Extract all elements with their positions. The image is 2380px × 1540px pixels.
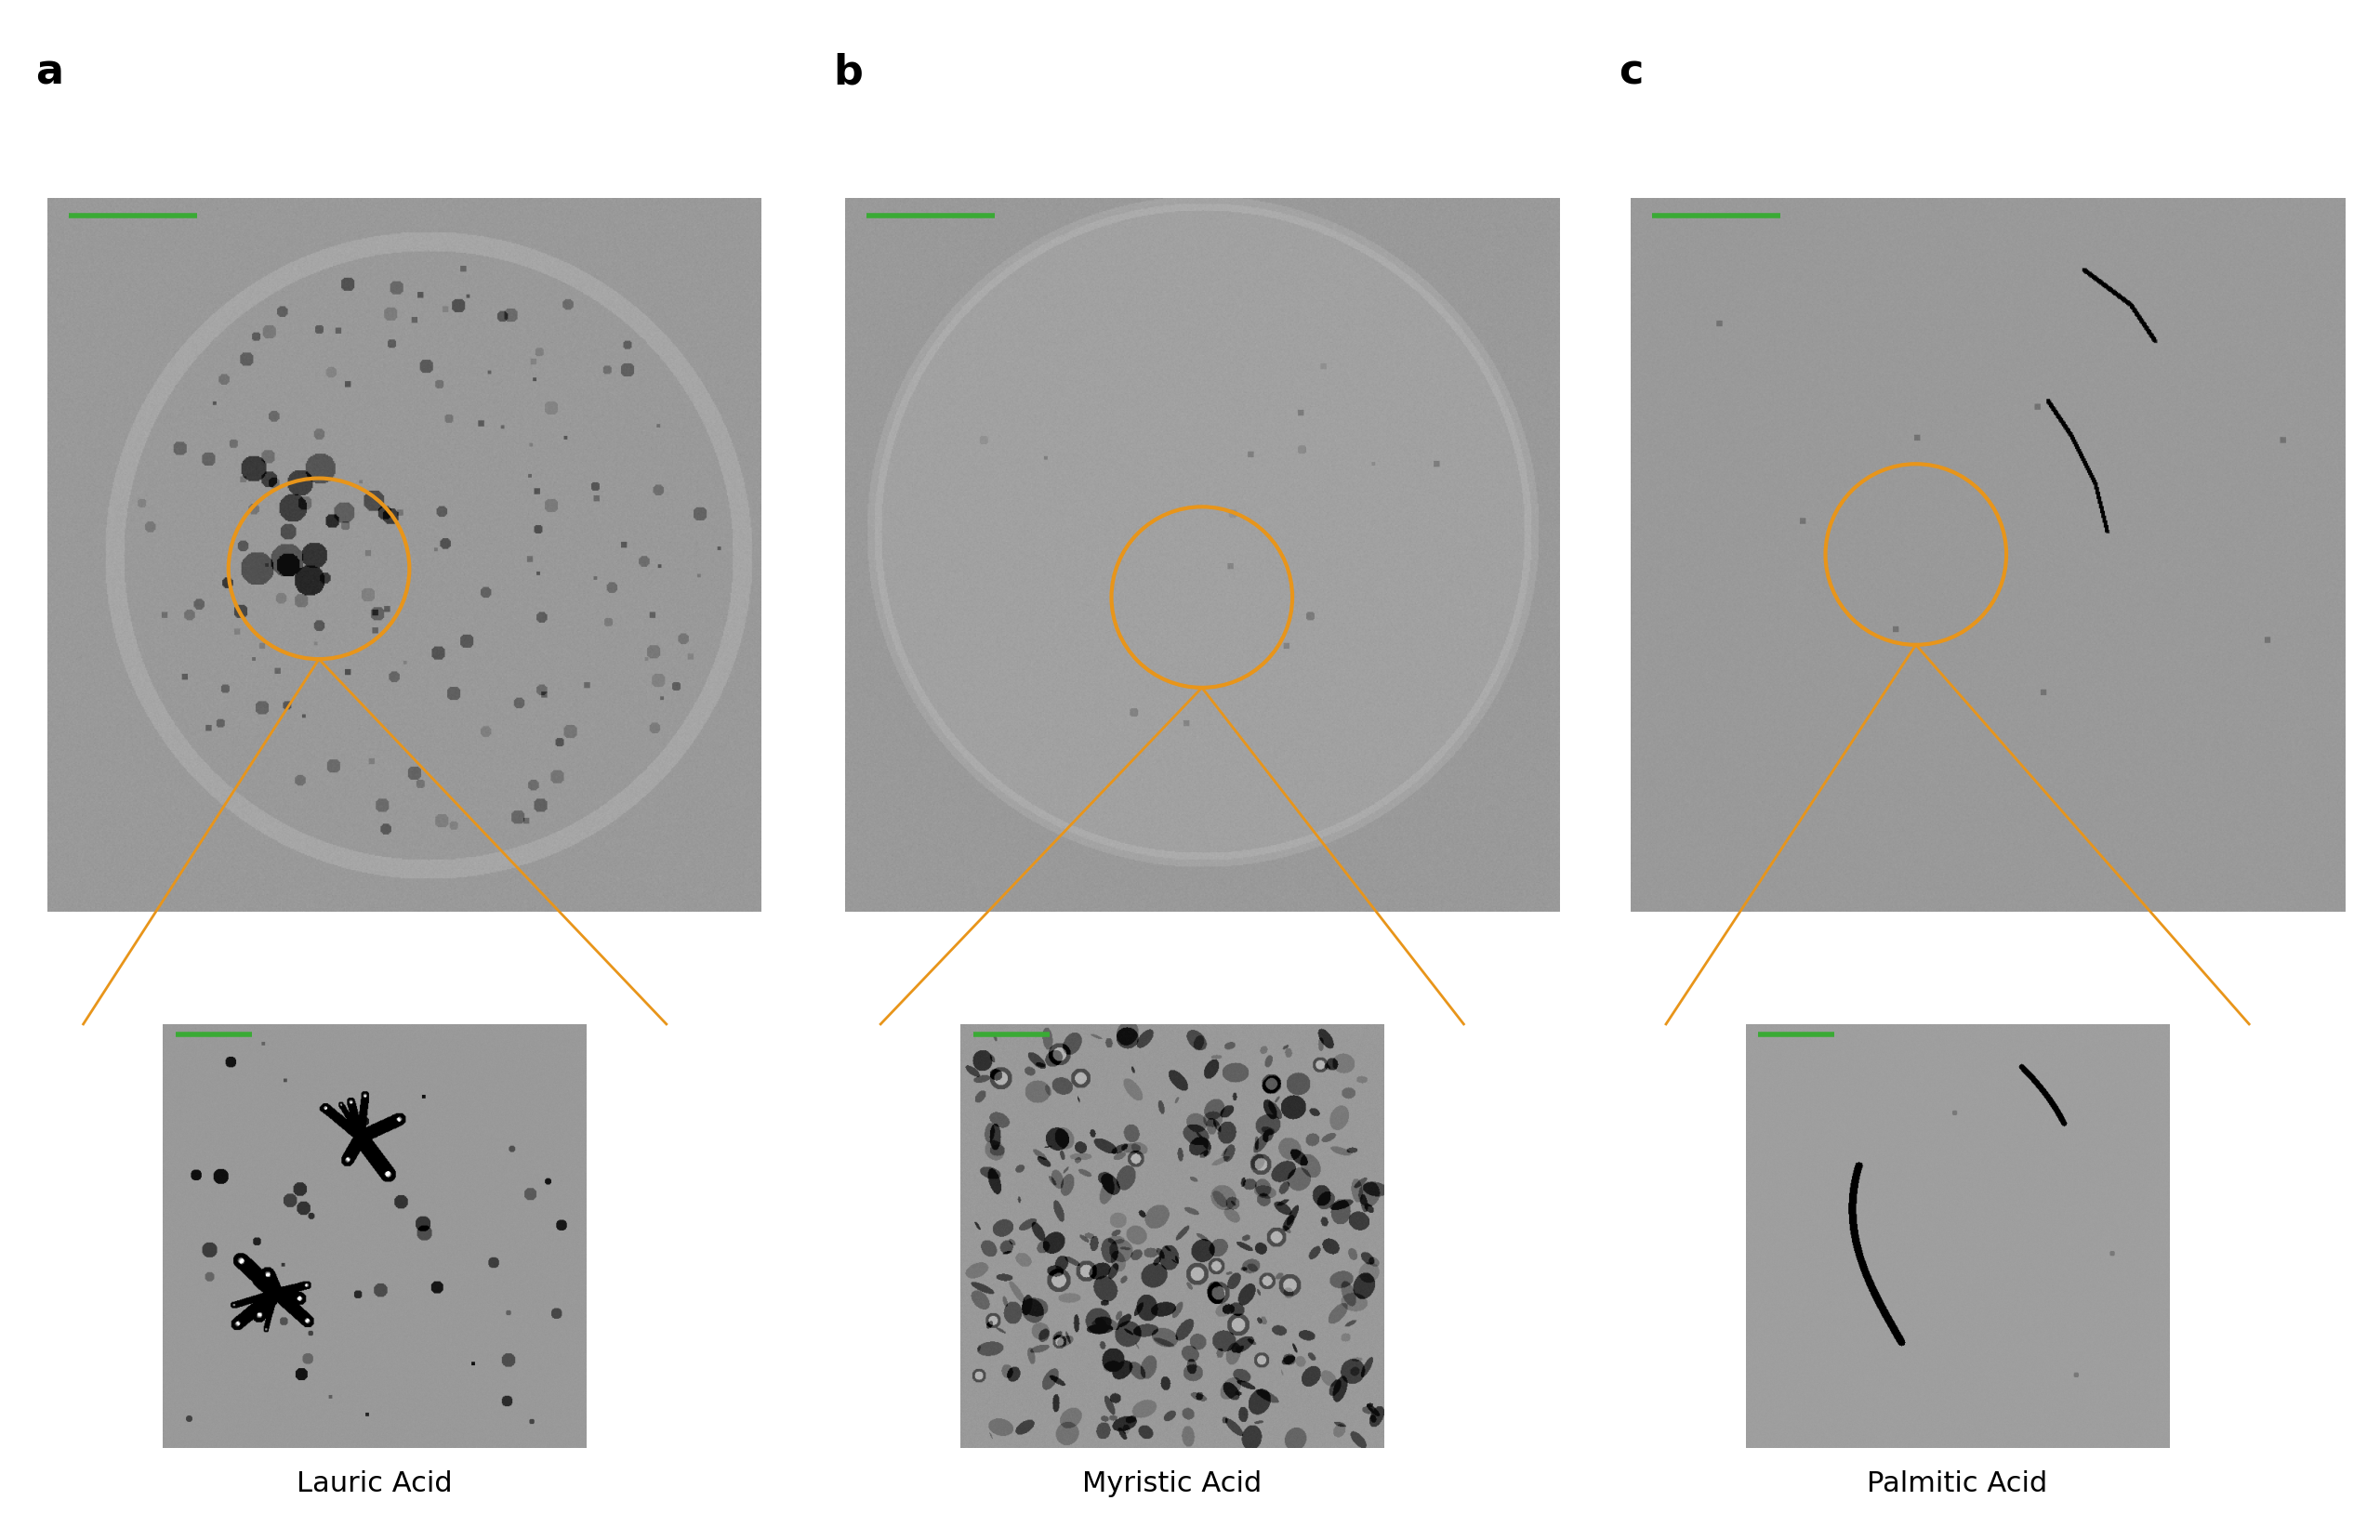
Text: Palmitic Acid: Palmitic Acid <box>1868 1471 2047 1498</box>
Text: Myristic Acid: Myristic Acid <box>1083 1471 1261 1498</box>
Text: b: b <box>833 52 862 92</box>
Text: a: a <box>36 52 64 92</box>
Text: Lauric Acid: Lauric Acid <box>298 1471 452 1498</box>
Text: c: c <box>1618 52 1642 92</box>
